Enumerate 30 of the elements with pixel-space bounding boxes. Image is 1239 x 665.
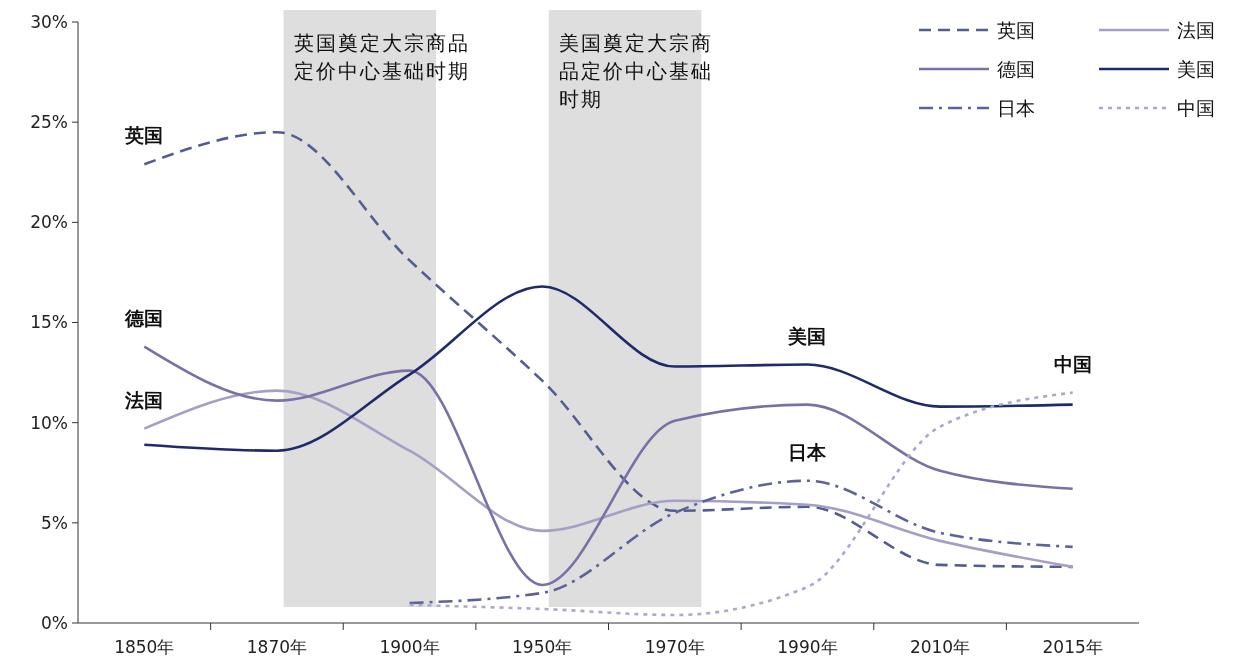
text: 中国 <box>1053 352 1092 375</box>
text: 英国 <box>125 124 164 147</box>
x-tick-label: 1900年 <box>379 637 440 657</box>
y-tick-label: 30% <box>30 11 68 32</box>
band-label: 美国奠定大宗商品定价中心基础时期 <box>558 31 713 111</box>
x-tick-label: 1970年 <box>644 637 705 657</box>
legend-label: 法国 <box>1177 18 1215 41</box>
y-tick-label: 15% <box>30 312 68 333</box>
text: 法国 <box>125 388 164 411</box>
y-tick-label: 25% <box>30 112 68 133</box>
text: 美国 <box>788 324 827 347</box>
line-series <box>143 345 1074 587</box>
y-tick-label: 0% <box>41 612 68 633</box>
x-tick-label: 1870年 <box>246 637 308 657</box>
x-tick-label: 1850年 <box>114 637 175 657</box>
band-label: 英国奠定大宗商品定价中心基础时期 <box>293 31 470 83</box>
y-tick-label: 20% <box>30 212 68 233</box>
text: 德国 <box>125 306 164 329</box>
x-tick-label: 2010年 <box>909 637 971 657</box>
legend-label: 日本 <box>997 96 1035 119</box>
x-tick-label: 1950年 <box>512 637 573 657</box>
text: 日本 <box>788 440 827 463</box>
legend-label: 美国 <box>1177 57 1215 80</box>
legend-label: 中国 <box>1177 96 1215 119</box>
y-tick-label: 10% <box>30 412 68 433</box>
y-tick-label: 5% <box>41 512 68 533</box>
x-tick-label: 1990年 <box>777 637 838 657</box>
x-tick-label: 2015年 <box>1042 637 1103 657</box>
legend-label: 英国 <box>997 18 1035 41</box>
legend-label: 德国 <box>997 57 1035 80</box>
